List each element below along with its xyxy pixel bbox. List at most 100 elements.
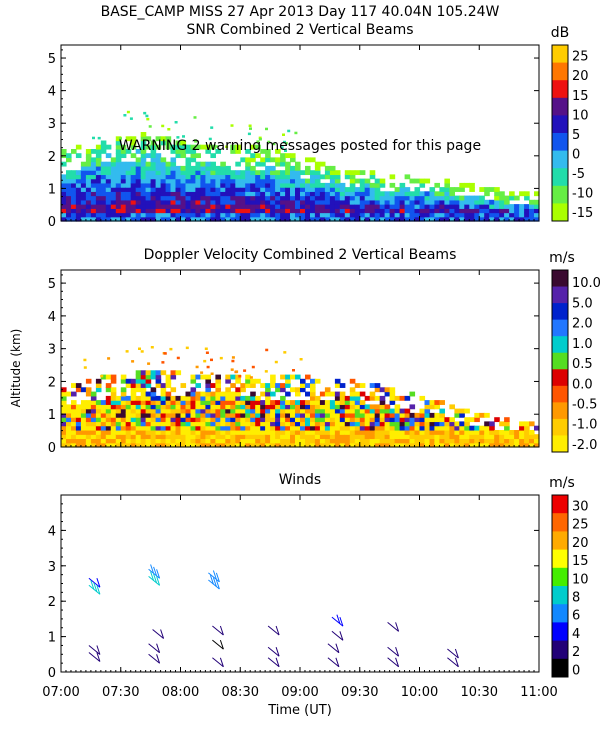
snr-cell [225, 187, 231, 192]
doppler-cell [514, 434, 520, 440]
snr-cell [130, 204, 137, 209]
doppler-cell [439, 442, 445, 448]
doppler-cell [245, 400, 251, 405]
doppler-cell [324, 417, 331, 423]
snr-cell [489, 204, 495, 209]
doppler-cell [469, 417, 475, 423]
doppler-cell [250, 391, 256, 397]
doppler-cell [245, 412, 251, 418]
snr-cell [66, 187, 72, 192]
snr-cell [225, 208, 231, 214]
doppler-cell [145, 370, 152, 376]
snr-cell [235, 170, 241, 176]
snr-cell [71, 208, 77, 214]
doppler-cell [300, 404, 306, 410]
snr-cell [175, 187, 182, 192]
snr-cell [185, 170, 192, 176]
snr-cell [260, 182, 266, 188]
snr-cell [90, 149, 97, 154]
doppler-cell [364, 395, 371, 401]
snr-cell [504, 212, 510, 218]
snr-cell [494, 208, 500, 214]
doppler-cell [120, 400, 127, 405]
colorbar-swatch [552, 319, 568, 337]
snr-cell [245, 165, 251, 171]
snr-cell [240, 178, 246, 184]
snr-cell [150, 191, 157, 197]
doppler-cell [250, 430, 256, 435]
snr-cell [145, 191, 152, 197]
doppler-cell [190, 421, 197, 427]
snr-cell [349, 199, 356, 205]
doppler-cell [519, 425, 525, 431]
figure-header: BASE_CAMP MISS 27 Apr 2013 Day 117 40.04… [101, 4, 500, 20]
snr-cell [170, 204, 177, 209]
wind-barb-shaft [88, 652, 101, 662]
snr-cell [305, 208, 311, 214]
snr-cell [150, 195, 157, 201]
winds-title: Winds [279, 472, 321, 488]
snr-cell [364, 216, 371, 222]
snr-cell [290, 174, 296, 180]
doppler-cell [130, 438, 137, 444]
doppler-cell [504, 438, 510, 444]
snr-cell [519, 204, 525, 209]
doppler-cell [155, 374, 162, 380]
snr-cell [379, 178, 386, 184]
y-tick-label: 4 [48, 85, 56, 100]
snr-cell [389, 212, 396, 218]
snr-cell [260, 161, 266, 167]
snr-cell [215, 216, 221, 222]
doppler-cell [215, 425, 221, 431]
doppler-cell [185, 425, 192, 431]
doppler-cell [319, 391, 326, 397]
snr-cell [110, 174, 117, 180]
doppler-cell [205, 374, 211, 380]
wind-barb [148, 571, 161, 586]
snr-cell [260, 187, 266, 192]
doppler-cell [185, 434, 192, 440]
snr-cell [295, 216, 301, 222]
snr-cell [145, 182, 152, 188]
snr-cell [143, 111, 147, 115]
doppler-cell [275, 417, 281, 423]
doppler-cell [285, 417, 291, 423]
doppler-cell [165, 395, 172, 401]
snr-cell [359, 178, 366, 184]
doppler-cell [419, 408, 426, 414]
doppler-cell [145, 408, 152, 414]
snr-cell [180, 199, 187, 205]
snr-cell [150, 187, 157, 192]
snr-cell [185, 199, 192, 205]
doppler-cell [434, 425, 440, 431]
wind-barb-shaft [327, 643, 340, 654]
doppler-cell [359, 421, 366, 427]
snr-cell [150, 157, 157, 163]
doppler-cell [110, 395, 117, 401]
snr-cell [300, 195, 306, 201]
doppler-cell [389, 417, 396, 423]
doppler-cell [379, 404, 386, 410]
doppler-cell [275, 434, 281, 440]
doppler-cell [155, 408, 162, 414]
doppler-cell [464, 425, 470, 431]
snr-cell [255, 170, 261, 176]
snr-cell [210, 161, 216, 167]
snr-cell [484, 216, 490, 222]
doppler-cell [231, 359, 235, 363]
snr-cell [150, 212, 157, 218]
doppler-cell [459, 438, 465, 444]
doppler-cell [210, 358, 213, 362]
doppler-cell [469, 442, 475, 448]
snr-cell [85, 165, 92, 171]
snr-cell [200, 165, 206, 171]
doppler-cell [379, 408, 386, 414]
doppler-cell [270, 391, 276, 397]
snr-cell [105, 165, 112, 171]
snr-cell [170, 182, 177, 188]
snr-cell [205, 178, 211, 184]
snr-cell [270, 165, 276, 171]
doppler-cell [444, 417, 450, 423]
snr-cell [339, 212, 346, 218]
doppler-cell [105, 395, 112, 401]
